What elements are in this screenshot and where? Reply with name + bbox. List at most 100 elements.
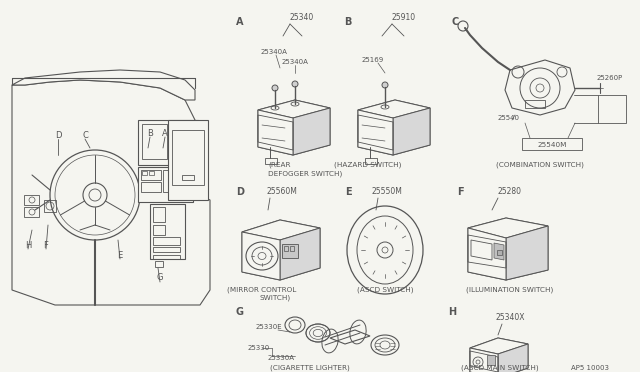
Text: 25910: 25910 (392, 13, 416, 22)
Ellipse shape (306, 324, 330, 342)
Text: 25540M: 25540M (538, 142, 566, 148)
Text: A: A (236, 17, 244, 27)
Bar (284, 246, 288, 251)
Text: B: B (147, 128, 153, 138)
Text: 25340: 25340 (290, 13, 314, 22)
Polygon shape (358, 100, 430, 155)
Text: B: B (344, 17, 352, 27)
Text: 25340A: 25340A (261, 49, 288, 55)
Bar (170, 124, 194, 159)
Polygon shape (506, 226, 548, 280)
Polygon shape (393, 108, 430, 155)
Polygon shape (12, 80, 210, 305)
Polygon shape (468, 228, 506, 280)
Text: F: F (457, 187, 463, 197)
Bar (44, 200, 56, 212)
Polygon shape (293, 108, 330, 155)
Bar (141, 170, 161, 180)
Text: DEFOGGER SWITCH): DEFOGGER SWITCH) (268, 171, 342, 177)
Text: 25550M: 25550M (372, 187, 403, 196)
Polygon shape (470, 338, 528, 372)
Bar (153, 247, 180, 252)
Text: H: H (25, 241, 31, 250)
Bar (522, 138, 582, 150)
Polygon shape (258, 100, 330, 118)
Bar (497, 250, 502, 255)
Bar (153, 255, 180, 259)
Text: 25280: 25280 (498, 187, 522, 196)
Bar (172, 130, 204, 185)
Bar (153, 225, 165, 235)
Polygon shape (258, 110, 293, 155)
Text: 25330: 25330 (248, 345, 270, 351)
Text: (COMBINATION SWITCH): (COMBINATION SWITCH) (496, 162, 584, 168)
Text: (ILLUMINATION SWITCH): (ILLUMINATION SWITCH) (467, 287, 554, 293)
Bar (153, 237, 180, 245)
Polygon shape (280, 228, 320, 280)
Text: D: D (55, 131, 61, 140)
Polygon shape (470, 348, 498, 372)
Bar (282, 244, 298, 258)
Bar (138, 120, 198, 165)
Bar (24, 207, 39, 217)
Text: (CIGARETTE LIGHTER): (CIGARETTE LIGHTER) (270, 365, 350, 371)
Polygon shape (242, 220, 320, 280)
Bar (290, 246, 294, 251)
Polygon shape (242, 220, 320, 240)
Text: 25330A: 25330A (268, 355, 295, 361)
Polygon shape (468, 218, 548, 238)
Text: 25340X: 25340X (495, 314, 525, 323)
Text: 25340A: 25340A (282, 59, 309, 65)
Bar (138, 167, 193, 202)
Text: H: H (448, 307, 456, 317)
Polygon shape (12, 70, 195, 100)
Polygon shape (498, 344, 528, 372)
Text: AP5 10003: AP5 10003 (571, 365, 609, 371)
Bar (163, 170, 189, 192)
Text: (ASCD SWITCH): (ASCD SWITCH) (356, 287, 413, 293)
Polygon shape (358, 110, 393, 155)
Bar (525, 100, 545, 108)
Bar (150, 204, 185, 259)
Text: E: E (117, 250, 123, 260)
Text: (REAR: (REAR (268, 162, 291, 168)
Bar (365, 158, 377, 164)
Polygon shape (330, 330, 370, 344)
Text: (MIRROR CONTROL: (MIRROR CONTROL (227, 287, 296, 293)
Text: 25330E: 25330E (256, 324, 283, 330)
Polygon shape (258, 100, 330, 155)
Text: E: E (345, 187, 351, 197)
Bar (598, 95, 626, 123)
Text: C: C (451, 17, 459, 27)
Bar (142, 171, 147, 175)
Text: A: A (162, 128, 168, 138)
Bar (142, 124, 167, 159)
Circle shape (292, 81, 298, 87)
Bar (168, 120, 208, 200)
Circle shape (272, 85, 278, 91)
Text: F: F (44, 241, 49, 250)
Bar (153, 207, 165, 222)
Bar (24, 195, 39, 205)
Text: 25560M: 25560M (267, 187, 298, 196)
Bar (182, 175, 194, 180)
Text: G: G (157, 273, 163, 282)
Text: 25260P: 25260P (597, 75, 623, 81)
Text: 25169: 25169 (362, 57, 384, 63)
Bar (155, 261, 163, 267)
Polygon shape (470, 338, 528, 354)
Text: C: C (82, 131, 88, 140)
Polygon shape (242, 232, 280, 280)
Circle shape (382, 82, 388, 88)
Text: 25540: 25540 (498, 115, 520, 121)
Polygon shape (468, 218, 548, 280)
Bar (149, 171, 154, 175)
Ellipse shape (285, 317, 305, 333)
Polygon shape (505, 60, 575, 115)
Bar (487, 355, 495, 365)
Ellipse shape (371, 335, 399, 355)
Text: (HAZARD SWITCH): (HAZARD SWITCH) (334, 162, 402, 168)
Bar (141, 182, 161, 192)
Bar (265, 158, 277, 164)
Polygon shape (494, 243, 504, 260)
